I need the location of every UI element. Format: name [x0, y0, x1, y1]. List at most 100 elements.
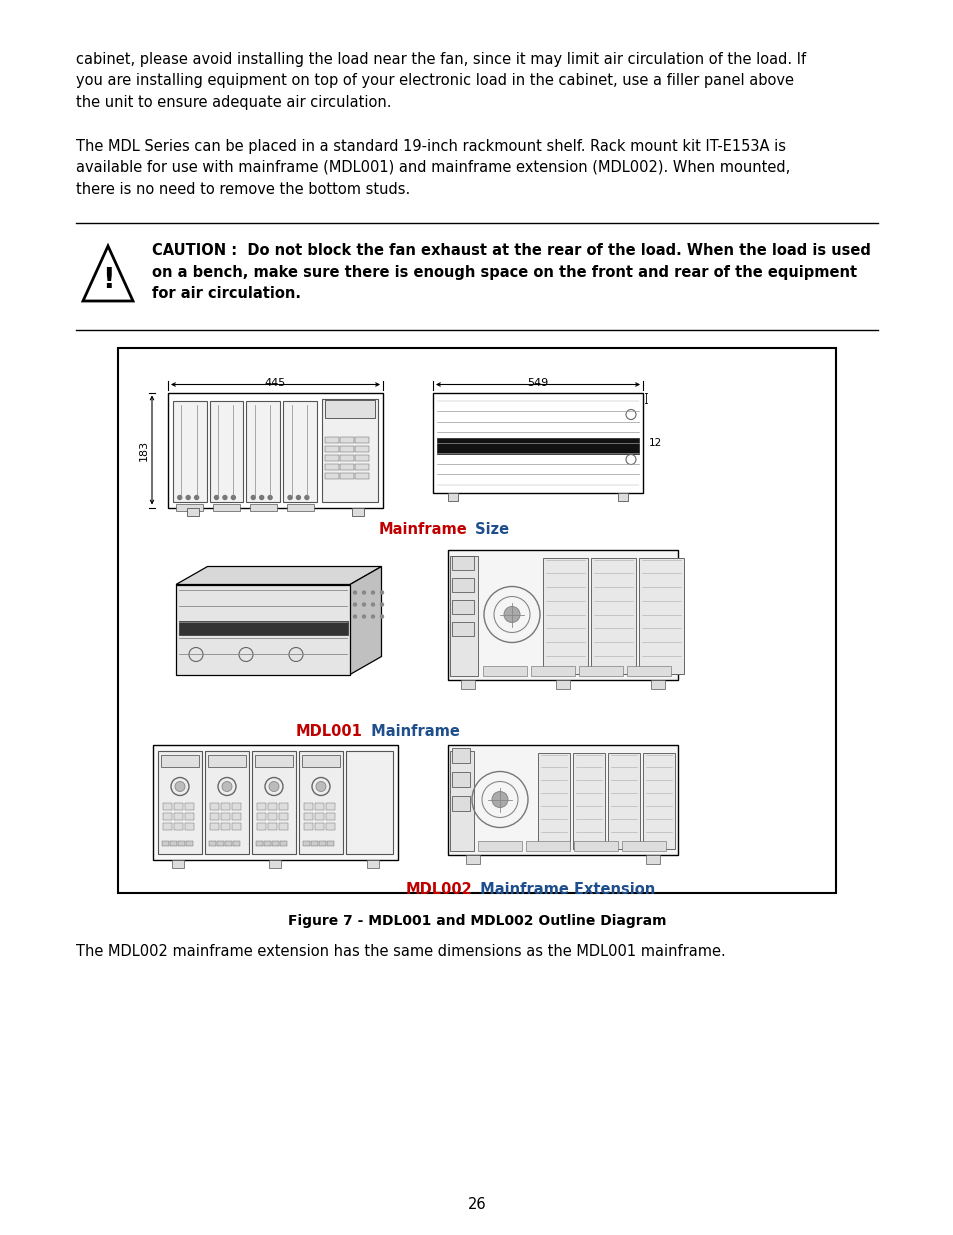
Bar [205, 751, 249, 853]
Circle shape [288, 495, 292, 499]
Bar [573, 752, 604, 848]
Bar [172, 400, 207, 501]
Bar [367, 860, 378, 867]
Text: CAUTION :  Do not block the fan exhaust at the rear of the load. When the load i: CAUTION : Do not block the fan exhaust a… [152, 243, 870, 258]
Bar [325, 446, 338, 452]
Polygon shape [350, 567, 381, 674]
Circle shape [380, 603, 383, 606]
Bar [256, 803, 266, 809]
Bar [639, 557, 683, 673]
Circle shape [259, 495, 263, 499]
Circle shape [362, 592, 365, 594]
Bar [556, 679, 569, 688]
Bar [537, 752, 569, 848]
Bar [208, 755, 246, 767]
Bar [185, 813, 193, 820]
Bar [185, 823, 193, 830]
Bar [433, 393, 642, 493]
Bar [162, 841, 169, 846]
Bar [578, 666, 622, 676]
Circle shape [194, 495, 198, 499]
Bar [185, 803, 193, 809]
Text: !: ! [102, 266, 114, 294]
Circle shape [492, 792, 507, 808]
Bar [272, 841, 278, 846]
Bar [186, 841, 193, 846]
Bar [477, 841, 521, 851]
Circle shape [503, 606, 519, 622]
Bar [304, 803, 313, 809]
Bar [325, 399, 375, 417]
Bar [178, 841, 185, 846]
Bar [450, 751, 474, 851]
Bar [118, 347, 835, 893]
Bar [268, 813, 276, 820]
Circle shape [222, 782, 232, 792]
Bar [163, 813, 172, 820]
Bar [278, 803, 288, 809]
Text: The MDL Series can be placed in a standard 19-inch rackmount shelf. Rack mount k: The MDL Series can be placed in a standa… [76, 138, 785, 153]
Circle shape [362, 615, 365, 618]
Text: MDL001: MDL001 [295, 725, 363, 740]
Bar [168, 393, 382, 508]
Circle shape [362, 603, 365, 606]
Bar [278, 823, 288, 830]
Bar [460, 679, 475, 688]
Bar [268, 803, 276, 809]
Bar [280, 841, 287, 846]
Bar [325, 454, 338, 461]
Bar [448, 550, 678, 679]
Bar [303, 841, 310, 846]
Bar [318, 841, 326, 846]
Bar [283, 400, 316, 501]
Bar [322, 399, 377, 501]
Bar [531, 666, 575, 676]
Bar [574, 841, 618, 851]
Bar [255, 841, 263, 846]
Bar [210, 803, 219, 809]
Text: on a bench, make sure there is enough space on the front and rear of the equipme: on a bench, make sure there is enough sp… [152, 264, 856, 279]
Circle shape [371, 603, 375, 606]
Text: 445: 445 [265, 378, 286, 388]
Bar [252, 751, 295, 853]
Bar [172, 860, 184, 867]
Bar [465, 855, 479, 863]
Bar [325, 463, 338, 469]
Bar [448, 493, 457, 500]
Bar [448, 745, 678, 855]
Bar [254, 755, 293, 767]
Bar [210, 813, 219, 820]
Bar [607, 752, 639, 848]
Bar [326, 813, 335, 820]
Bar [452, 747, 470, 762]
Bar [246, 400, 280, 501]
Bar [286, 504, 314, 510]
Bar [256, 813, 266, 820]
Bar [173, 813, 183, 820]
Bar [264, 841, 271, 846]
Bar [216, 841, 224, 846]
Bar [452, 772, 470, 787]
Bar [452, 795, 470, 810]
Text: you are installing equipment on top of your electronic load in the cabinet, use : you are installing equipment on top of y… [76, 74, 793, 89]
Bar [355, 446, 369, 452]
Bar [352, 508, 364, 515]
Text: the unit to ensure adequate air circulation.: the unit to ensure adequate air circulat… [76, 95, 391, 110]
Bar [326, 823, 335, 830]
Text: 12: 12 [648, 437, 661, 447]
Circle shape [174, 782, 185, 792]
Text: for air circulation.: for air circulation. [152, 287, 301, 301]
Bar [642, 752, 675, 848]
Bar [621, 841, 665, 851]
Bar [221, 813, 230, 820]
Bar [232, 823, 241, 830]
Bar [278, 813, 288, 820]
Bar [209, 841, 215, 846]
Circle shape [305, 495, 309, 499]
Bar [542, 557, 587, 673]
Bar [170, 841, 177, 846]
Bar [626, 666, 670, 676]
Text: Figure 7 - MDL001 and MDL002 Outline Diagram: Figure 7 - MDL001 and MDL002 Outline Dia… [288, 914, 665, 929]
Text: 26: 26 [467, 1197, 486, 1212]
Bar [269, 860, 281, 867]
